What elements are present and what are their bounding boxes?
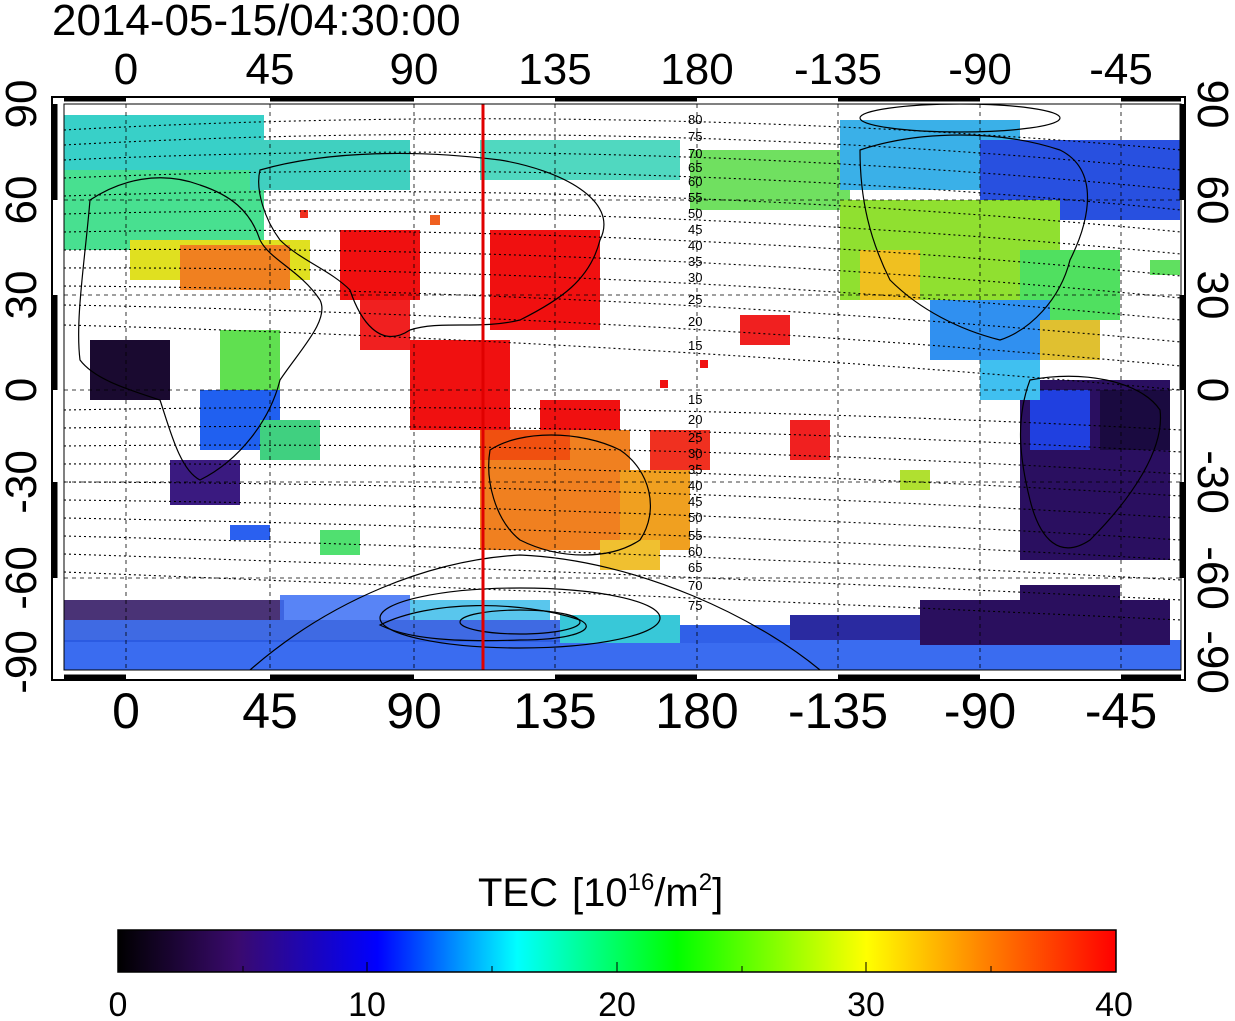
colorbar-tick-label: 0 (109, 986, 128, 1021)
contour-label: 35 (688, 254, 702, 269)
lon-tick-label: 135 (518, 45, 591, 94)
lat-tick-label: 90 (0, 80, 46, 129)
lat-lon-grid (64, 104, 1181, 670)
colorbar-tick-label: 10 (348, 986, 386, 1021)
lat-tick-label: -90 (1188, 630, 1235, 694)
colorbar-title: TEC [1016/m2] (478, 869, 723, 915)
tec-data-layer (64, 115, 1181, 670)
colorbar-labels: 0 10 20 30 40 (109, 986, 1133, 1021)
contour-label: 40 (688, 478, 702, 493)
contour-label: 20 (688, 412, 702, 427)
colorbar-tick-label: 40 (1095, 986, 1133, 1021)
contour-label: 15 (688, 392, 702, 407)
contour-label: 30 (688, 270, 702, 285)
contour-label: 65 (688, 160, 702, 175)
lon-tick-label: 0 (112, 683, 140, 739)
lat-tick-label: -30 (1188, 450, 1235, 514)
contour-labels-south: 15 20 25 30 35 40 45 50 55 60 65 70 75 (688, 392, 702, 613)
lon-labels-top: 0 45 90 135 180 -135 -90 -45 (114, 45, 1153, 94)
lon-tick-label: 90 (386, 683, 442, 739)
contour-labels-north: 80 75 70 65 60 55 50 45 40 35 30 25 20 1… (688, 112, 702, 353)
auroral-ovals (249, 104, 1061, 670)
colorbar-tick-label: 20 (598, 986, 636, 1021)
contour-label: 35 (688, 462, 702, 477)
contour-label: 55 (688, 190, 702, 205)
lon-tick-label: 45 (242, 683, 298, 739)
contour-label: 45 (688, 494, 702, 509)
lon-tick-label: -45 (1089, 45, 1153, 94)
colorbar-tick-label: 30 (847, 986, 885, 1021)
contour-label: 50 (688, 510, 702, 525)
lon-tick-label: 135 (513, 683, 596, 739)
contour-label: 80 (688, 112, 702, 127)
lon-tick-label: 90 (390, 45, 439, 94)
contour-label: 25 (688, 430, 702, 445)
contour-label: 45 (688, 222, 702, 237)
lon-tick-label: 180 (655, 683, 738, 739)
lat-tick-label: -60 (1188, 546, 1235, 610)
contour-label: 25 (688, 292, 702, 307)
lat-tick-label: 60 (0, 176, 46, 225)
lat-labels-left: 90 60 30 0 -30 -60 -90 (0, 80, 46, 694)
lat-tick-label: 0 (1188, 378, 1235, 402)
lon-tick-label: -135 (788, 683, 888, 739)
lon-tick-label: -90 (944, 683, 1016, 739)
lat-tick-label: 90 (1188, 80, 1235, 129)
contour-label: 15 (688, 338, 702, 353)
contour-label: 70 (688, 578, 702, 593)
lon-tick-label: -135 (794, 45, 882, 94)
contour-label: 75 (688, 129, 702, 144)
timestamp-title: 2014-05-15/04:30:00 (52, 0, 461, 45)
frame-ticks (52, 96, 1185, 680)
lat-tick-label: 0 (0, 378, 46, 402)
lon-tick-label: -90 (948, 45, 1012, 94)
lat-tick-label: 60 (1188, 176, 1235, 225)
contour-label: 65 (688, 560, 702, 575)
contour-label: 75 (688, 598, 702, 613)
lat-tick-label: -90 (0, 630, 46, 694)
lon-tick-label: 0 (114, 45, 138, 94)
lat-tick-label: 30 (1188, 271, 1235, 320)
contour-label: 60 (688, 544, 702, 559)
lat-tick-label: -60 (0, 546, 46, 610)
contour-label: 55 (688, 528, 702, 543)
contour-label: 50 (688, 206, 702, 221)
lon-tick-label: 180 (660, 45, 733, 94)
lon-tick-label: 45 (246, 45, 295, 94)
colorbar-ticks (242, 962, 992, 972)
contour-label: 40 (688, 238, 702, 253)
contour-label: 30 (688, 446, 702, 461)
lat-tick-label: -30 (0, 450, 46, 514)
contour-label: 60 (688, 174, 702, 189)
lat-tick-label: 30 (0, 271, 46, 320)
lon-tick-label: -45 (1085, 683, 1157, 739)
contour-label: 20 (688, 314, 702, 329)
lat-labels-right: 90 60 30 0 -30 -60 -90 (1188, 80, 1235, 694)
lon-labels-bottom: 0 45 90 135 180 -135 -90 -45 (112, 683, 1157, 739)
contour-label: 70 (688, 146, 702, 161)
